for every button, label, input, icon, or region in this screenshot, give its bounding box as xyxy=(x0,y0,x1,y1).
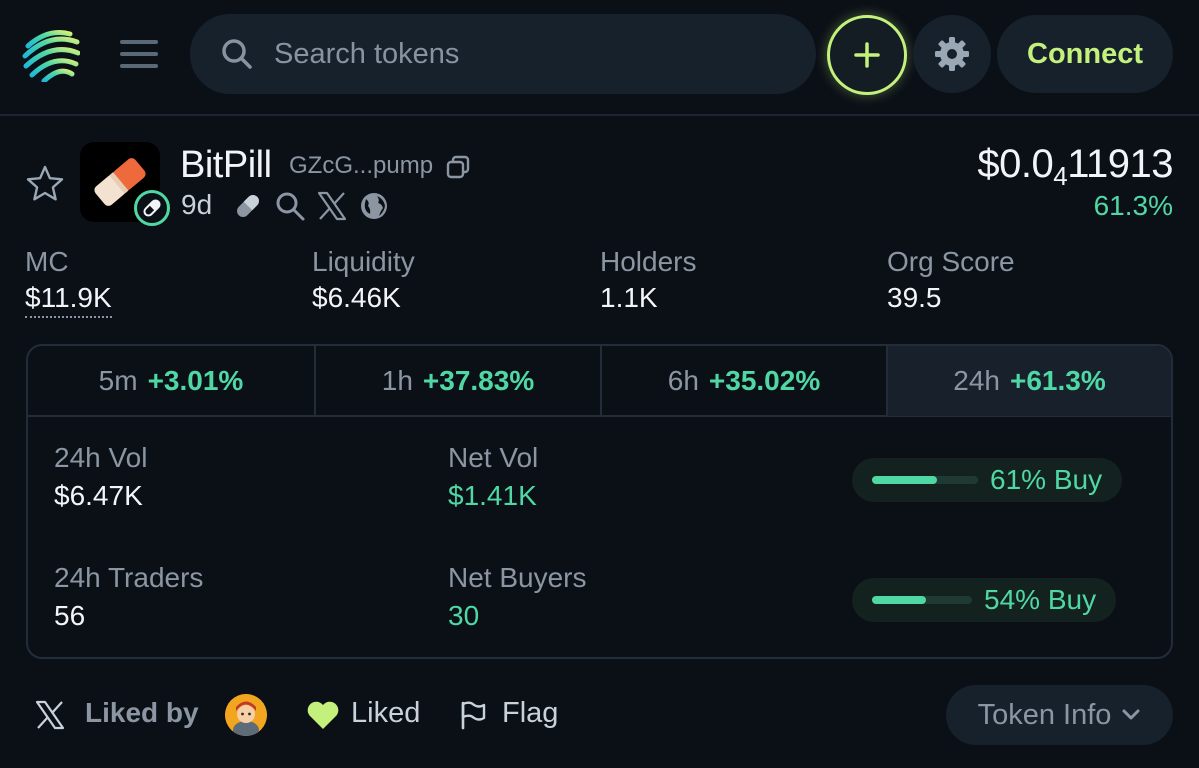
period-tabs: 5m +3.01% 1h +37.83% 6h +35.02% 24h +61.3% xyxy=(28,346,1171,417)
globe-icon[interactable] xyxy=(358,190,390,222)
stat-org-score: Org Score 39.5 xyxy=(887,246,1015,314)
menu-button[interactable] xyxy=(118,38,162,70)
stat-value: $11.9K xyxy=(25,282,112,318)
app-logo-icon[interactable] xyxy=(22,26,80,82)
top-bar: Connect xyxy=(0,0,1199,116)
stat-liquidity: Liquidity $6.46K xyxy=(312,246,415,314)
token-age: 9d xyxy=(181,189,213,220)
flag-icon[interactable] xyxy=(458,700,488,730)
pill-badge-icon xyxy=(134,190,170,226)
tab-1h[interactable]: 1h +37.83% xyxy=(316,346,602,416)
stat-value: 1.1K xyxy=(600,282,658,313)
avatar-icon xyxy=(225,694,267,736)
token-address[interactable]: GZcG...pump xyxy=(289,152,434,179)
stat-label: Liquidity xyxy=(312,246,415,277)
token-logo xyxy=(80,142,160,222)
period-card: 5m +3.01% 1h +37.83% 6h +35.02% 24h +61.3% 2… xyxy=(26,344,1173,659)
liked-button[interactable]: Liked xyxy=(351,697,421,729)
tab-24h[interactable]: 24h +61.3% xyxy=(888,346,1171,416)
stat-value: 39.5 xyxy=(887,282,942,313)
token-info-label: Token Info xyxy=(977,698,1112,731)
traders-value: 56 xyxy=(54,600,86,631)
eraser-pill-icon xyxy=(94,158,146,206)
plus-icon xyxy=(854,42,880,68)
settings-button[interactable] xyxy=(913,15,991,93)
stat-label: MC xyxy=(25,246,69,277)
search-bar[interactable] xyxy=(190,14,816,94)
liked-by-label: Liked by xyxy=(85,697,199,728)
vol-value: $6.47K xyxy=(54,480,143,511)
stat-value: $6.46K xyxy=(312,282,401,313)
token-price: $0.0411913 xyxy=(977,142,1173,191)
traders-cell: 24h Traders 56 xyxy=(54,562,203,632)
tab-5m[interactable]: 5m +3.01% xyxy=(28,346,316,416)
search-input[interactable] xyxy=(274,37,774,71)
vol-buy-bar xyxy=(872,476,978,484)
pill-icon[interactable] xyxy=(232,190,264,222)
vol-label: 24h Vol xyxy=(54,442,148,473)
connect-button[interactable]: Connect xyxy=(997,15,1173,93)
token-name: BitPill xyxy=(180,144,272,186)
token-info-button[interactable]: Token Info xyxy=(946,685,1173,745)
traders-buy-ratio: 54% Buy xyxy=(852,578,1117,622)
stat-holders: Holders 1.1K xyxy=(600,246,696,314)
net-buyers-value: 30 xyxy=(448,600,480,631)
heart-icon[interactable] xyxy=(306,700,340,730)
add-button[interactable] xyxy=(827,15,907,95)
x-icon[interactable] xyxy=(34,699,66,731)
chevron-down-icon xyxy=(1122,709,1140,720)
net-vol-cell: Net Vol $1.41K xyxy=(448,442,538,512)
stat-mc[interactable]: MC $11.9K xyxy=(25,246,112,318)
stat-label: Org Score xyxy=(887,246,1015,277)
traders-buy-bar xyxy=(872,596,972,604)
net-buyers-cell: Net Buyers 30 xyxy=(448,562,587,632)
traders-label: 24h Traders xyxy=(54,562,204,593)
gear-icon xyxy=(935,37,969,71)
tab-6h[interactable]: 6h +35.02% xyxy=(602,346,888,416)
vol-buy-ratio: 61% Buy xyxy=(852,458,1123,502)
x-icon[interactable] xyxy=(316,190,348,222)
flag-button[interactable]: Flag xyxy=(502,697,559,729)
vol-cell: 24h Vol $6.47K xyxy=(54,442,147,512)
search-icon xyxy=(222,39,252,69)
price-change: 61.3% xyxy=(1093,190,1173,221)
copy-icon[interactable] xyxy=(444,153,472,181)
net-buyers-label: Net Buyers xyxy=(448,562,587,593)
star-icon[interactable] xyxy=(25,164,65,204)
net-vol-value: $1.41K xyxy=(448,480,537,511)
stat-label: Holders xyxy=(600,246,697,277)
search-icon[interactable] xyxy=(274,190,306,222)
avatar[interactable] xyxy=(225,694,267,736)
net-vol-label: Net Vol xyxy=(448,442,539,473)
